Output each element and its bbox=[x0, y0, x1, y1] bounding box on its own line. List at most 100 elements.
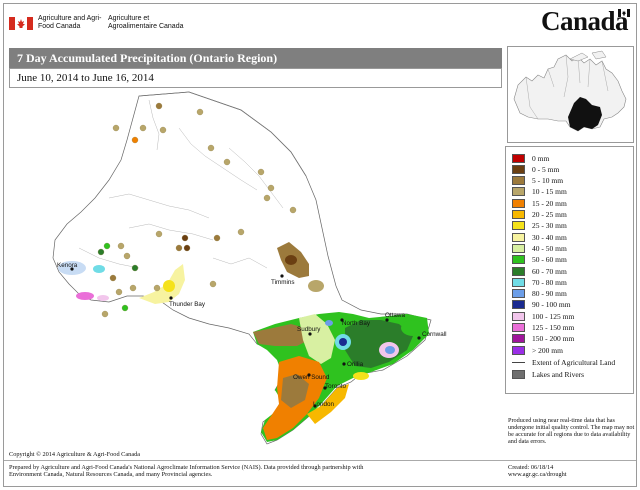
legend-item: 90 - 100 mm bbox=[512, 300, 571, 310]
legend-item-lakes: Lakes and Rivers bbox=[512, 369, 584, 379]
canada-wordmark: Canada bbox=[541, 6, 629, 36]
city-markers: Kenora Thunder Bay Timmins Sudbury North… bbox=[57, 262, 447, 408]
legend-label: 150 - 200 mm bbox=[532, 334, 575, 344]
station-dot bbox=[117, 242, 125, 250]
london-marker bbox=[313, 404, 317, 408]
legend-swatch bbox=[512, 198, 525, 208]
source-url: www.agr.gc.ca/drought bbox=[508, 471, 567, 479]
canada-locator-map bbox=[507, 46, 634, 143]
page-frame bbox=[3, 3, 637, 487]
city-label-thunder-bay: Thunder Bay bbox=[169, 301, 206, 308]
station-dot bbox=[123, 252, 131, 260]
legend-label: > 200 mm bbox=[532, 345, 563, 355]
niagara-zone bbox=[307, 384, 349, 424]
station-dot bbox=[257, 168, 265, 176]
manitoulin-zone bbox=[253, 324, 309, 346]
station-dot bbox=[97, 248, 105, 256]
date-range: June 10, 2014 to June 16, 2014 bbox=[17, 72, 154, 84]
station-dot bbox=[237, 228, 245, 236]
legend-item: 15 - 20 mm bbox=[512, 198, 567, 208]
north-bay-marker bbox=[340, 318, 344, 322]
thunder-bay-core bbox=[163, 280, 175, 292]
agency-name-en: Agriculture and Agri-Food Canada bbox=[38, 15, 102, 30]
city-label-sudbury: Sudbury bbox=[297, 326, 321, 333]
station-dot bbox=[196, 108, 204, 116]
legend-label: 30 - 40 mm bbox=[532, 232, 567, 242]
legend-label: 90 - 100 mm bbox=[532, 300, 571, 310]
legend-label: 50 - 60 mm bbox=[532, 255, 567, 265]
station-dot bbox=[223, 158, 231, 166]
prepared-by: Prepared by Agriculture and Agri-Food Ca… bbox=[9, 464, 409, 479]
city-label-kenora: Kenora bbox=[57, 262, 78, 269]
thunder-bay-zone bbox=[139, 264, 185, 304]
legend-item-agri-extent: Extent of Agricultural Land bbox=[512, 357, 615, 367]
city-label-london: London bbox=[313, 401, 335, 408]
ontario-province-shape bbox=[52, 91, 432, 445]
kenora-high-zone bbox=[93, 265, 105, 273]
legend-item: > 200 mm bbox=[512, 345, 563, 355]
locator-map-graphic bbox=[513, 50, 627, 132]
legend-item: 30 - 40 mm bbox=[512, 232, 567, 242]
legend-item: 25 - 30 mm bbox=[512, 221, 567, 231]
legend-item: 10 - 15 mm bbox=[512, 187, 567, 197]
legend-label-lakes: Lakes and Rivers bbox=[532, 369, 585, 379]
legend-label: 0 mm bbox=[532, 153, 550, 163]
legend-label: 80 - 90 mm bbox=[532, 289, 567, 299]
legend-label: 70 - 80 mm bbox=[532, 277, 567, 287]
owen-sound-marker bbox=[307, 373, 311, 377]
sudbury-marker bbox=[308, 332, 312, 336]
lakes-swatch bbox=[512, 369, 525, 379]
legend-label: 60 - 70 mm bbox=[532, 266, 567, 276]
station-dot bbox=[155, 230, 163, 238]
thunder-bay-marker bbox=[169, 296, 173, 300]
station-dot bbox=[112, 124, 120, 132]
created-info: Created: 06/18/14 www.agr.gc.ca/drought bbox=[508, 464, 636, 479]
prepared-line-2: Environment Canada, Natural Resources Ca… bbox=[9, 471, 213, 479]
southwest-dry-zone bbox=[281, 374, 309, 408]
legend-item: 100 - 125 mm bbox=[512, 311, 574, 321]
station-dot bbox=[101, 310, 109, 318]
agency-name-fr: Agriculture et Agroalimentaire Canada bbox=[108, 15, 184, 30]
orillia-marker bbox=[342, 362, 346, 366]
station-dot bbox=[159, 126, 167, 134]
fort-frances-zone bbox=[97, 295, 109, 301]
station-dot bbox=[181, 234, 189, 242]
cornwall-marker bbox=[417, 336, 421, 340]
city-label-cornwall: Cornwall bbox=[422, 331, 447, 338]
north-bay-core bbox=[339, 338, 347, 346]
copyright: Copyright © 2014 Agriculture & Agri-Food… bbox=[9, 451, 141, 458]
legend-label: 20 - 25 mm bbox=[532, 210, 567, 219]
ontario-precipitation-map: Kenora Thunder Bay Timmins Sudbury North… bbox=[52, 91, 447, 445]
legend-item: 80 - 90 mm bbox=[512, 289, 567, 299]
agri-extent-line bbox=[512, 361, 525, 363]
toronto-marker bbox=[323, 386, 327, 390]
station-dot bbox=[139, 124, 147, 132]
legend-swatch bbox=[512, 164, 525, 174]
rainy-river-zone bbox=[76, 292, 94, 300]
legend-swatch bbox=[512, 311, 525, 321]
canada-flag-icon bbox=[9, 17, 33, 30]
station-dot bbox=[155, 102, 163, 110]
legend-swatch bbox=[512, 300, 525, 310]
city-label-toronto: Toronto bbox=[325, 383, 347, 390]
station-dot bbox=[183, 244, 191, 252]
legend-swatch bbox=[512, 266, 525, 276]
legend-swatch bbox=[512, 323, 525, 332]
ottawa-valley-zone bbox=[401, 320, 425, 336]
station-dot bbox=[103, 242, 111, 250]
legend-label: 125 - 150 mm bbox=[532, 323, 575, 332]
legend-swatch bbox=[512, 221, 525, 231]
sudbury-orillia-zone bbox=[299, 314, 335, 364]
city-label-north-bay: North Bay bbox=[342, 320, 371, 327]
legend-swatch bbox=[512, 232, 525, 242]
station-dot bbox=[115, 288, 123, 296]
legend-item: 0 - 5 mm bbox=[512, 164, 559, 174]
legend-item: 5 - 10 mm bbox=[512, 176, 563, 186]
station-dot bbox=[129, 284, 137, 292]
legend-item: 150 - 200 mm bbox=[512, 334, 574, 344]
ottawa-marker bbox=[385, 318, 389, 322]
legend-item: 60 - 70 mm bbox=[512, 266, 567, 276]
city-label-timmins: Timmins bbox=[271, 279, 295, 286]
legend-swatch bbox=[512, 334, 525, 344]
south-shore-zone bbox=[353, 372, 369, 380]
